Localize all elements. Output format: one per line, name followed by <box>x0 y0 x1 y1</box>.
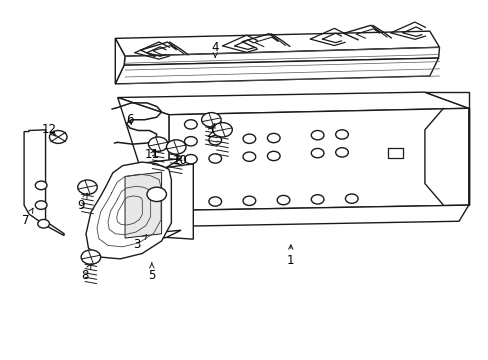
Circle shape <box>335 130 347 139</box>
Text: 11: 11 <box>144 148 159 161</box>
Text: 6: 6 <box>126 113 133 126</box>
Circle shape <box>243 134 255 143</box>
Text: 12: 12 <box>42 123 57 136</box>
Text: 5: 5 <box>148 263 155 282</box>
Polygon shape <box>120 230 181 243</box>
Polygon shape <box>24 130 64 235</box>
Circle shape <box>201 113 221 127</box>
Circle shape <box>49 131 67 143</box>
Text: 10: 10 <box>172 154 187 167</box>
Circle shape <box>335 148 347 157</box>
Circle shape <box>208 154 221 163</box>
Circle shape <box>38 220 49 228</box>
Circle shape <box>208 197 221 206</box>
Polygon shape <box>115 39 125 84</box>
Polygon shape <box>120 167 166 243</box>
Circle shape <box>147 187 166 202</box>
Text: 8: 8 <box>81 263 91 282</box>
Circle shape <box>311 195 324 204</box>
FancyBboxPatch shape <box>387 148 402 158</box>
Polygon shape <box>86 162 171 259</box>
Circle shape <box>208 119 221 128</box>
Polygon shape <box>115 31 439 56</box>
Polygon shape <box>124 47 439 65</box>
Circle shape <box>267 134 280 143</box>
Text: 1: 1 <box>286 245 294 267</box>
Circle shape <box>345 194 357 203</box>
Circle shape <box>166 140 185 154</box>
Polygon shape <box>118 98 168 226</box>
Circle shape <box>267 151 280 161</box>
Polygon shape <box>125 172 161 238</box>
Polygon shape <box>120 158 181 173</box>
Circle shape <box>208 135 221 145</box>
Text: 3: 3 <box>133 235 146 251</box>
Text: 4: 4 <box>211 41 219 57</box>
Circle shape <box>184 120 197 129</box>
Circle shape <box>184 154 197 164</box>
Polygon shape <box>115 58 438 84</box>
Text: 2: 2 <box>206 123 215 140</box>
Polygon shape <box>166 164 193 239</box>
Polygon shape <box>118 92 468 115</box>
Circle shape <box>184 136 197 146</box>
Text: 9: 9 <box>77 193 87 212</box>
Circle shape <box>212 123 232 137</box>
Circle shape <box>243 196 255 206</box>
Circle shape <box>243 152 255 161</box>
Circle shape <box>311 148 324 158</box>
Circle shape <box>35 201 47 210</box>
Polygon shape <box>159 205 468 226</box>
Circle shape <box>78 180 97 194</box>
Circle shape <box>277 195 289 205</box>
Circle shape <box>81 250 101 264</box>
Polygon shape <box>168 108 468 211</box>
Circle shape <box>311 131 324 140</box>
Polygon shape <box>424 92 468 205</box>
Circle shape <box>35 181 47 190</box>
Text: 7: 7 <box>22 208 33 227</box>
Circle shape <box>148 137 167 151</box>
